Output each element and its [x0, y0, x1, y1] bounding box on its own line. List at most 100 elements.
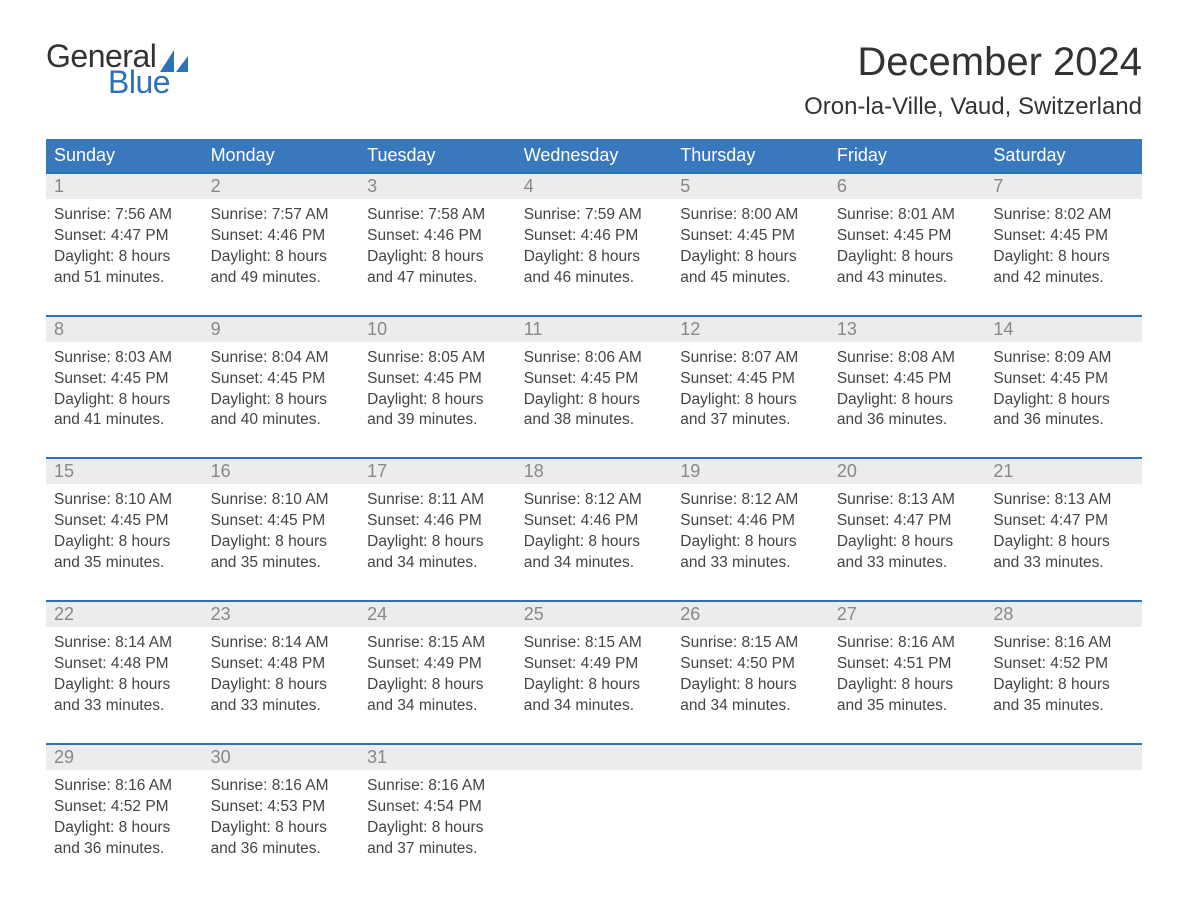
sunrise-line: Sunrise: 7:59 AM [524, 205, 665, 226]
day-cell: 4Sunrise: 7:59 AMSunset: 4:46 PMDaylight… [516, 174, 673, 297]
day-body: Sunrise: 8:07 AMSunset: 4:45 PMDaylight:… [672, 342, 829, 440]
day-number: 14 [985, 317, 1142, 342]
day-cell: 18Sunrise: 8:12 AMSunset: 4:46 PMDayligh… [516, 459, 673, 582]
day-body: Sunrise: 8:09 AMSunset: 4:45 PMDaylight:… [985, 342, 1142, 440]
sunset-line: Sunset: 4:49 PM [524, 654, 665, 675]
logo: General Blue [46, 40, 188, 98]
day-cell: 24Sunrise: 8:15 AMSunset: 4:49 PMDayligh… [359, 602, 516, 725]
day-body: Sunrise: 8:08 AMSunset: 4:45 PMDaylight:… [829, 342, 986, 440]
daylight-line1: Daylight: 8 hours [837, 390, 978, 411]
location-subtitle: Oron-la-Ville, Vaud, Switzerland [804, 93, 1142, 121]
day-number: 9 [203, 317, 360, 342]
daylight-line2: and 34 minutes. [524, 696, 665, 717]
sunrise-line: Sunrise: 8:15 AM [680, 633, 821, 654]
day-body [829, 770, 986, 784]
daylight-line1: Daylight: 8 hours [680, 675, 821, 696]
day-cell: 13Sunrise: 8:08 AMSunset: 4:45 PMDayligh… [829, 317, 986, 440]
day-cell: 23Sunrise: 8:14 AMSunset: 4:48 PMDayligh… [203, 602, 360, 725]
day-body: Sunrise: 8:16 AMSunset: 4:54 PMDaylight:… [359, 770, 516, 868]
day-cell: 11Sunrise: 8:06 AMSunset: 4:45 PMDayligh… [516, 317, 673, 440]
day-number: 26 [672, 602, 829, 627]
day-number: 5 [672, 174, 829, 199]
sunrise-line: Sunrise: 8:04 AM [211, 348, 352, 369]
daylight-line1: Daylight: 8 hours [367, 532, 508, 553]
day-body: Sunrise: 8:05 AMSunset: 4:45 PMDaylight:… [359, 342, 516, 440]
day-number [829, 745, 986, 770]
sunset-line: Sunset: 4:48 PM [211, 654, 352, 675]
day-cell [985, 745, 1142, 868]
weekday-friday: Friday [829, 139, 986, 172]
day-body: Sunrise: 8:13 AMSunset: 4:47 PMDaylight:… [829, 484, 986, 582]
sunset-line: Sunset: 4:47 PM [54, 226, 195, 247]
daylight-line1: Daylight: 8 hours [211, 532, 352, 553]
day-body: Sunrise: 8:03 AMSunset: 4:45 PMDaylight:… [46, 342, 203, 440]
sunrise-line: Sunrise: 8:11 AM [367, 490, 508, 511]
day-number [516, 745, 673, 770]
day-cell: 29Sunrise: 8:16 AMSunset: 4:52 PMDayligh… [46, 745, 203, 868]
day-number: 10 [359, 317, 516, 342]
daylight-line2: and 35 minutes. [993, 696, 1134, 717]
daylight-line2: and 33 minutes. [680, 553, 821, 574]
daylight-line1: Daylight: 8 hours [993, 675, 1134, 696]
daylight-line1: Daylight: 8 hours [837, 247, 978, 268]
daylight-line2: and 40 minutes. [211, 410, 352, 431]
daylight-line2: and 34 minutes. [524, 553, 665, 574]
daylight-line1: Daylight: 8 hours [54, 247, 195, 268]
day-cell: 5Sunrise: 8:00 AMSunset: 4:45 PMDaylight… [672, 174, 829, 297]
daylight-line1: Daylight: 8 hours [524, 532, 665, 553]
daylight-line2: and 51 minutes. [54, 268, 195, 289]
daylight-line2: and 46 minutes. [524, 268, 665, 289]
day-number: 29 [46, 745, 203, 770]
daylight-line2: and 36 minutes. [211, 839, 352, 860]
day-body [516, 770, 673, 784]
daylight-line2: and 35 minutes. [211, 553, 352, 574]
week-row: 29Sunrise: 8:16 AMSunset: 4:52 PMDayligh… [46, 743, 1142, 868]
daylight-line2: and 47 minutes. [367, 268, 508, 289]
sunset-line: Sunset: 4:45 PM [54, 369, 195, 390]
sunset-line: Sunset: 4:45 PM [837, 226, 978, 247]
week-row: 1Sunrise: 7:56 AMSunset: 4:47 PMDaylight… [46, 172, 1142, 297]
weekday-wednesday: Wednesday [516, 139, 673, 172]
sunrise-line: Sunrise: 8:14 AM [54, 633, 195, 654]
day-number: 4 [516, 174, 673, 199]
sunrise-line: Sunrise: 8:06 AM [524, 348, 665, 369]
day-body: Sunrise: 8:16 AMSunset: 4:52 PMDaylight:… [46, 770, 203, 868]
daylight-line2: and 37 minutes. [367, 839, 508, 860]
day-number [985, 745, 1142, 770]
weekday-thursday: Thursday [672, 139, 829, 172]
sunset-line: Sunset: 4:45 PM [993, 226, 1134, 247]
day-cell: 2Sunrise: 7:57 AMSunset: 4:46 PMDaylight… [203, 174, 360, 297]
daylight-line1: Daylight: 8 hours [54, 675, 195, 696]
daylight-line2: and 35 minutes. [837, 696, 978, 717]
day-body: Sunrise: 8:10 AMSunset: 4:45 PMDaylight:… [203, 484, 360, 582]
day-body: Sunrise: 8:16 AMSunset: 4:52 PMDaylight:… [985, 627, 1142, 725]
day-number: 27 [829, 602, 986, 627]
sunset-line: Sunset: 4:45 PM [367, 369, 508, 390]
week-row: 8Sunrise: 8:03 AMSunset: 4:45 PMDaylight… [46, 315, 1142, 440]
daylight-line1: Daylight: 8 hours [524, 390, 665, 411]
daylight-line2: and 34 minutes. [680, 696, 821, 717]
daylight-line2: and 33 minutes. [837, 553, 978, 574]
daylight-line2: and 33 minutes. [54, 696, 195, 717]
sunrise-line: Sunrise: 8:10 AM [54, 490, 195, 511]
logo-word-blue: Blue [108, 66, 188, 98]
day-cell: 19Sunrise: 8:12 AMSunset: 4:46 PMDayligh… [672, 459, 829, 582]
day-body: Sunrise: 8:14 AMSunset: 4:48 PMDaylight:… [203, 627, 360, 725]
daylight-line2: and 35 minutes. [54, 553, 195, 574]
sunrise-line: Sunrise: 7:57 AM [211, 205, 352, 226]
day-body: Sunrise: 8:10 AMSunset: 4:45 PMDaylight:… [46, 484, 203, 582]
sunrise-line: Sunrise: 8:03 AM [54, 348, 195, 369]
day-number: 12 [672, 317, 829, 342]
day-body: Sunrise: 8:00 AMSunset: 4:45 PMDaylight:… [672, 199, 829, 297]
day-cell: 3Sunrise: 7:58 AMSunset: 4:46 PMDaylight… [359, 174, 516, 297]
daylight-line2: and 34 minutes. [367, 696, 508, 717]
day-number: 20 [829, 459, 986, 484]
day-body: Sunrise: 8:16 AMSunset: 4:51 PMDaylight:… [829, 627, 986, 725]
day-cell: 10Sunrise: 8:05 AMSunset: 4:45 PMDayligh… [359, 317, 516, 440]
day-body: Sunrise: 8:01 AMSunset: 4:45 PMDaylight:… [829, 199, 986, 297]
day-number [672, 745, 829, 770]
daylight-line1: Daylight: 8 hours [993, 247, 1134, 268]
day-body: Sunrise: 8:11 AMSunset: 4:46 PMDaylight:… [359, 484, 516, 582]
daylight-line1: Daylight: 8 hours [211, 247, 352, 268]
day-body: Sunrise: 8:15 AMSunset: 4:49 PMDaylight:… [359, 627, 516, 725]
